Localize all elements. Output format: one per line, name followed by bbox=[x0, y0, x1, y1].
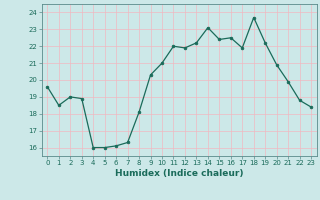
X-axis label: Humidex (Indice chaleur): Humidex (Indice chaleur) bbox=[115, 169, 244, 178]
